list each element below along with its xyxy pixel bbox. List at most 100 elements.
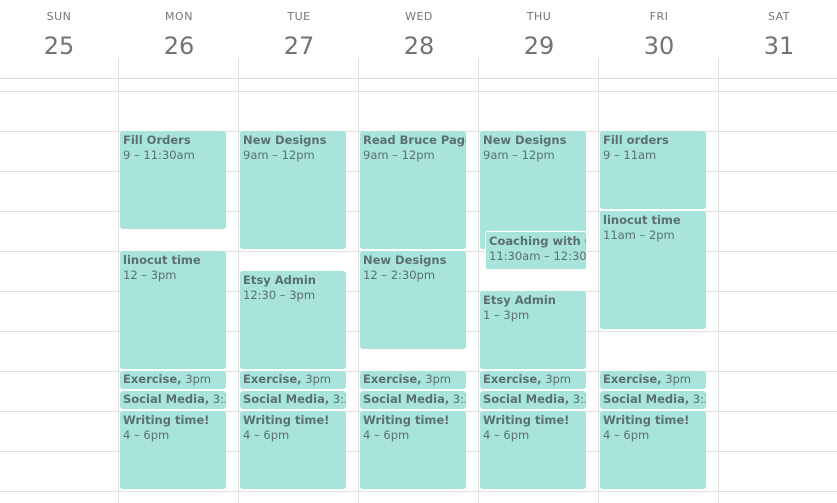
event[interactable]: Writing time! 4 – 6pm [360, 411, 466, 489]
event[interactable]: Social Media, 3:30pm [600, 391, 706, 409]
event[interactable]: Social Media, 3:30pm [120, 391, 226, 409]
event-title: Etsy Admin [483, 293, 556, 307]
event-title: Social Media, [483, 392, 570, 406]
event-title: New Designs [483, 133, 567, 147]
event-time: 9am – 12pm [243, 148, 315, 162]
event-title: Exercise, [123, 372, 182, 386]
event-time: 9am – 12pm [363, 148, 435, 162]
day-divider [718, 58, 719, 503]
event-time: 11:30am – 12:30pm [489, 249, 587, 263]
event-title: Writing time! [483, 413, 570, 427]
event[interactable]: Exercise, 3pm [480, 371, 586, 389]
event-title: Coaching with Chr [489, 234, 586, 248]
event-title: Fill Orders [123, 133, 191, 147]
day-number: 26 [163, 32, 195, 60]
event-time: 11am – 2pm [603, 228, 675, 242]
event-time: 3pm [425, 372, 452, 386]
day-name: THU [526, 10, 552, 23]
event-title: Writing time! [363, 413, 450, 427]
event[interactable]: Writing time! 4 – 6pm [240, 411, 346, 489]
event[interactable]: Exercise, 3pm [240, 371, 346, 389]
event-time: 3pm [665, 372, 692, 386]
event[interactable]: linocut time 12 – 3pm [120, 251, 226, 369]
event-time: 9 – 11am [603, 148, 657, 162]
event-time: 3pm [305, 372, 332, 386]
event-time: 3:30pm [572, 392, 586, 406]
event[interactable]: Social Media, 3:30pm [360, 391, 466, 409]
day-name: FRI [649, 10, 669, 23]
event[interactable]: Writing time! 4 – 6pm [600, 411, 706, 489]
day-number: 31 [763, 32, 795, 60]
event-title: Exercise, [483, 372, 542, 386]
event-time: 12 – 2:30pm [363, 268, 436, 282]
day-divider [358, 58, 359, 503]
day-number: 27 [283, 32, 315, 60]
event-title: Social Media, [603, 392, 690, 406]
event-time: 9am – 12pm [483, 148, 555, 162]
header-divider [0, 78, 837, 79]
event-title: New Designs [363, 253, 447, 267]
event-title: Etsy Admin [243, 273, 316, 287]
event-time: 3pm [185, 372, 212, 386]
day-number: 30 [643, 32, 675, 60]
event-title: Fill orders [603, 133, 669, 147]
event[interactable]: Exercise, 3pm [600, 371, 706, 389]
event-time: 12 – 3pm [123, 268, 177, 282]
day-divider [238, 58, 239, 503]
day-name: SUN [46, 10, 72, 23]
event-time: 1 – 3pm [483, 308, 530, 322]
event-title: Writing time! [123, 413, 210, 427]
event[interactable]: Etsy Admin 1 – 3pm [480, 291, 586, 369]
event[interactable]: linocut time 11am – 2pm [600, 211, 706, 329]
day-name: WED [405, 10, 433, 23]
event-title: Writing time! [603, 413, 690, 427]
event[interactable]: Fill Orders 9 – 11:30am [120, 131, 226, 229]
event-time: 9 – 11:30am [123, 148, 195, 162]
day-name: SAT [767, 10, 791, 23]
event-title: Social Media, [363, 392, 450, 406]
event[interactable]: Writing time! 4 – 6pm [480, 411, 586, 489]
event[interactable]: Social Media, 3:30pm [240, 391, 346, 409]
event[interactable]: Fill orders 9 – 11am [600, 131, 706, 209]
event-time: 4 – 6pm [243, 428, 290, 442]
event[interactable]: Read Bruce Pages9am – 12pm [360, 131, 466, 249]
day-number: 25 [43, 32, 75, 60]
event-time: 3:30pm [212, 392, 226, 406]
event[interactable]: Social Media, 3:30pm [480, 391, 586, 409]
event-title: New Designs [243, 133, 327, 147]
event-time: 4 – 6pm [483, 428, 530, 442]
event-time: 3:30pm [452, 392, 466, 406]
event-title: Exercise, [603, 372, 662, 386]
event[interactable]: New Designs 9am – 12pm [240, 131, 346, 249]
hour-line [0, 491, 837, 492]
day-divider [478, 58, 479, 503]
day-number: 28 [403, 32, 435, 60]
event[interactable]: Writing time! 4 – 6pm [120, 411, 226, 489]
event[interactable]: Coaching with Chr11:30am – 12:30pm [485, 231, 587, 270]
event-title: Read Bruce Pages [363, 133, 466, 147]
event-title: linocut time [123, 253, 201, 267]
event[interactable]: Exercise, 3pm [120, 371, 226, 389]
event-time: 3:30pm [692, 392, 706, 406]
event-time: 3:30pm [332, 392, 346, 406]
event[interactable]: New Designs 12 – 2:30pm [360, 251, 466, 349]
event[interactable]: Exercise, 3pm [360, 371, 466, 389]
event-title: linocut time [603, 213, 681, 227]
event-title: Exercise, [243, 372, 302, 386]
event[interactable]: Etsy Admin 12:30 – 3pm [240, 271, 346, 369]
day-divider [598, 58, 599, 503]
day-divider [118, 58, 119, 503]
day-name: TUE [287, 10, 311, 23]
day-number: 29 [523, 32, 555, 60]
event[interactable]: New Designs 9am – 12pm [480, 131, 586, 249]
event-title: Social Media, [243, 392, 330, 406]
event-time: 4 – 6pm [363, 428, 410, 442]
event-time: 4 – 6pm [123, 428, 170, 442]
event-time: 12:30 – 3pm [243, 288, 316, 302]
event-title: Writing time! [243, 413, 330, 427]
day-name: MON [165, 10, 193, 23]
event-time: 4 – 6pm [603, 428, 650, 442]
hour-line [0, 91, 837, 92]
event-time: 3pm [545, 372, 572, 386]
